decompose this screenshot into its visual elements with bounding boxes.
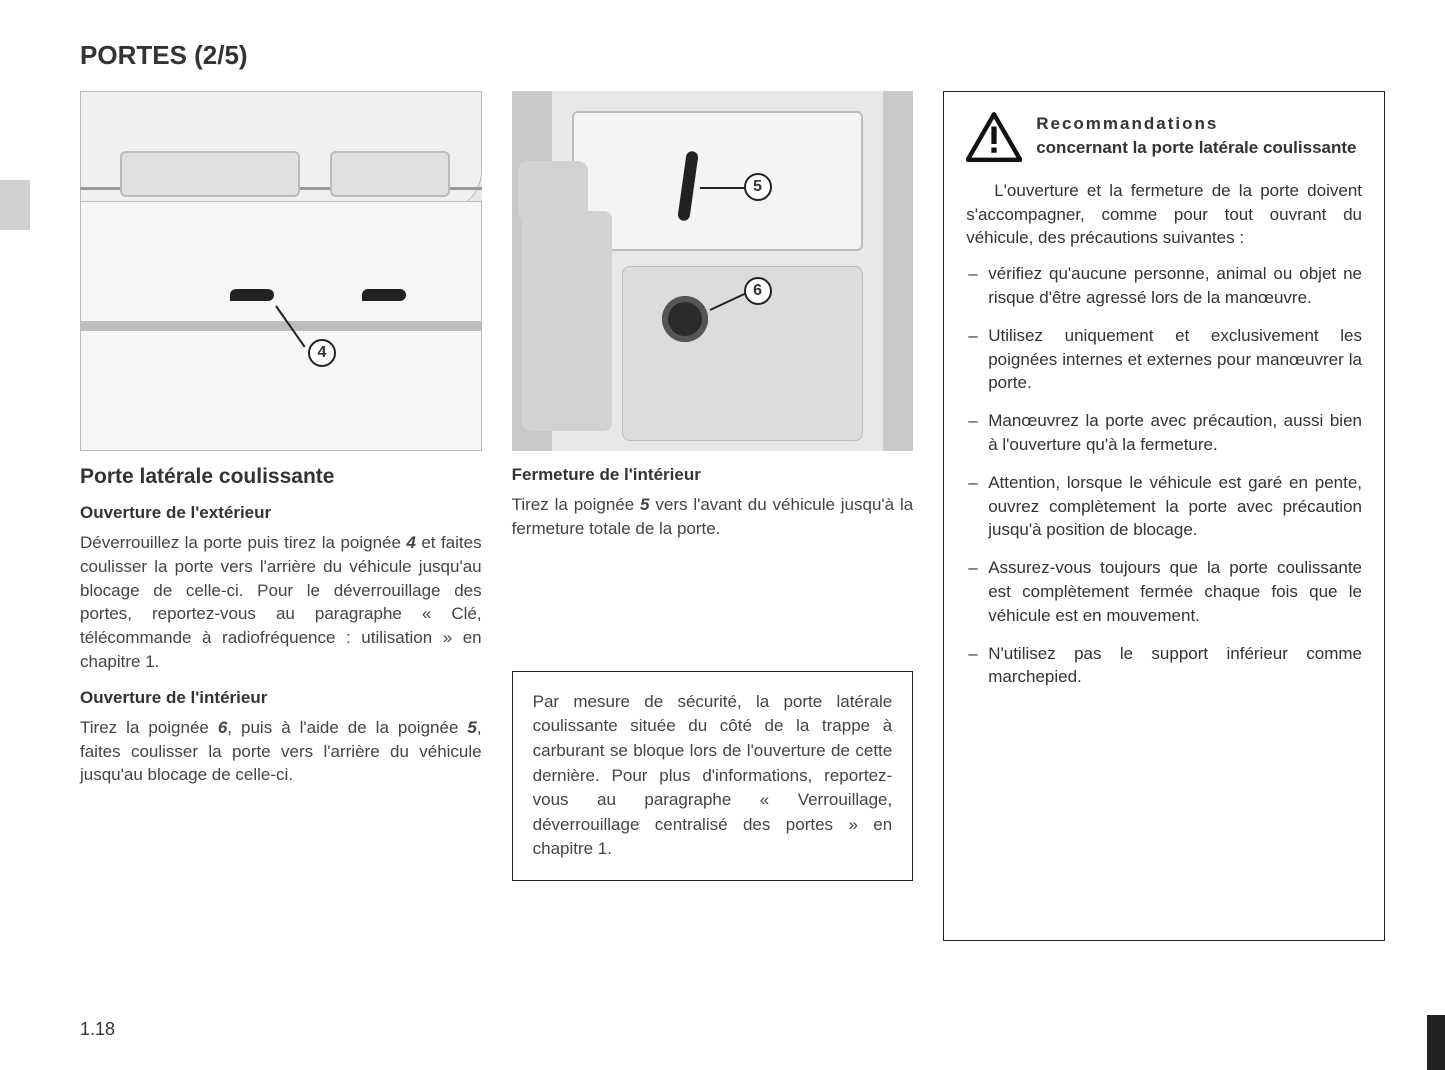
warning-box: Recommandations concernant la porte laté… xyxy=(943,91,1385,941)
text-fragment: , puis à l'aide de la poignée xyxy=(227,718,467,737)
warning-item: Utilisez uniquement et exclusivement les… xyxy=(966,324,1362,395)
callout-6-label: 6 xyxy=(753,282,762,300)
side-tab xyxy=(0,180,30,230)
ref-5b: 5 xyxy=(640,495,649,514)
page-number: 1.18 xyxy=(80,1019,115,1040)
text-fragment: Déverrouillez la porte puis tirez la poi… xyxy=(80,533,406,552)
callout-6: 6 xyxy=(744,277,772,305)
warning-item: vérifiez qu'aucune personne, animal ou o… xyxy=(966,262,1362,310)
text-fragment: Tirez la poignée xyxy=(80,718,218,737)
page-title: PORTES (2/5) xyxy=(80,40,1385,71)
callout-4-label: 4 xyxy=(318,344,327,362)
corner-marker xyxy=(1427,1015,1445,1070)
subheading-open-exterior: Ouverture de l'extérieur xyxy=(80,503,482,523)
figure-interior: 27205 5 6 xyxy=(512,91,914,451)
warning-list: vérifiez qu'aucune personne, animal ou o… xyxy=(966,262,1362,689)
warning-item: Manœuvrez la porte avec précaution, auss… xyxy=(966,409,1362,457)
info-box-safety: Par mesure de sécurité, la porte latéral… xyxy=(512,671,914,881)
column-1: 34587 4 Porte latérale coulissante Ouver… xyxy=(80,91,482,941)
ref-5: 5 xyxy=(467,718,476,737)
warning-title-line2: concernant la porte latérale coulissante xyxy=(1036,136,1356,160)
callout-5: 5 xyxy=(744,173,772,201)
paragraph-close-interior: Tirez la poignée 5 vers l'avant du véhic… xyxy=(512,493,914,541)
warning-item: N'utilisez pas le support inférieur comm… xyxy=(966,642,1362,690)
warning-icon xyxy=(966,112,1022,169)
callout-4: 4 xyxy=(308,339,336,367)
warning-intro: L'ouverture et la fermeture de la porte … xyxy=(966,179,1362,250)
info-box-text: Par mesure de sécurité, la porte latéral… xyxy=(533,692,893,859)
ref-6: 6 xyxy=(218,718,227,737)
paragraph-open-exterior: Déverrouillez la porte puis tirez la poi… xyxy=(80,531,482,674)
subheading-open-interior: Ouverture de l'intérieur xyxy=(80,688,482,708)
text-fragment: et faites coulisser la porte vers l'arri… xyxy=(80,533,482,671)
subheading-close-interior: Fermeture de l'intérieur xyxy=(512,465,914,485)
ref-4: 4 xyxy=(406,533,415,552)
callout-5-label: 5 xyxy=(753,178,762,196)
figure-exterior: 34587 4 xyxy=(80,91,482,451)
text-fragment: Tirez la poignée xyxy=(512,495,640,514)
heading-sliding-door: Porte latérale coulissante xyxy=(80,465,482,489)
warning-header: Recommandations concernant la porte laté… xyxy=(966,112,1362,169)
content-columns: 34587 4 Porte latérale coulissante Ouver… xyxy=(80,91,1385,941)
warning-item: Attention, lorsque le véhicule est garé … xyxy=(966,471,1362,542)
paragraph-open-interior: Tirez la poignée 6, puis à l'aide de la … xyxy=(80,716,482,787)
column-3: Recommandations concernant la porte laté… xyxy=(943,91,1385,941)
warning-title-block: Recommandations concernant la porte laté… xyxy=(1036,112,1356,169)
warning-item: Assurez-vous toujours que la porte couli… xyxy=(966,556,1362,627)
warning-title-line1: Recommandations xyxy=(1036,112,1356,136)
column-2: 27205 5 6 Fermeture de l'intérieur Tirez… xyxy=(512,91,914,941)
